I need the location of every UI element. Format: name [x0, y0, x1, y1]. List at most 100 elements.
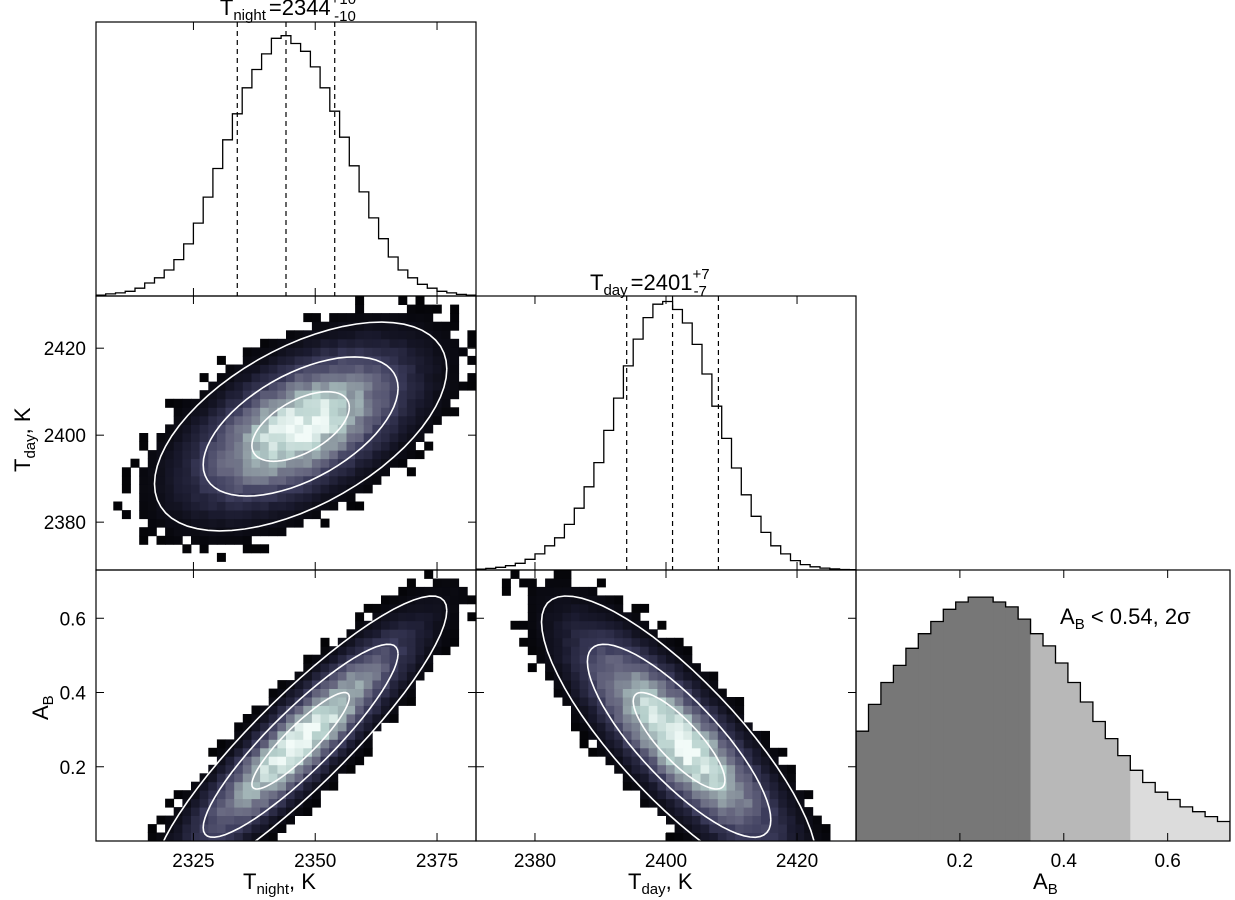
density-cell	[225, 492, 235, 502]
density-cell	[346, 450, 356, 460]
density-cell	[389, 407, 399, 417]
density-cell	[225, 815, 235, 825]
density-cell	[674, 807, 684, 816]
density-cell	[277, 407, 287, 417]
density-cell	[389, 595, 399, 605]
density-cell	[424, 338, 434, 348]
density-cell	[527, 578, 537, 588]
density-cell	[355, 450, 365, 460]
density-cell	[311, 705, 321, 715]
density-cell	[355, 620, 365, 630]
density-cell	[277, 739, 287, 749]
density-cell	[320, 390, 330, 400]
density-cell	[571, 722, 580, 732]
density-cell	[571, 680, 580, 689]
density-cell	[735, 798, 745, 808]
density-cell	[657, 722, 667, 732]
density-cell	[700, 722, 710, 732]
density-cell	[717, 807, 727, 816]
density-cell	[286, 398, 295, 408]
density-cell	[242, 764, 252, 774]
density-cell	[450, 364, 460, 374]
density-cell	[640, 764, 650, 774]
tnight-title-eq: =	[269, 0, 282, 20]
density-cell	[294, 671, 304, 681]
density-cell	[406, 467, 416, 477]
density-cell	[406, 450, 416, 460]
density-cell	[812, 815, 822, 825]
density-cell	[225, 433, 235, 442]
density-cell	[398, 338, 408, 348]
density-cell	[363, 390, 373, 400]
density-cell	[683, 663, 693, 673]
density-cell	[355, 467, 365, 477]
density-cell	[666, 722, 675, 732]
density-cell	[398, 407, 408, 417]
density-cell	[329, 773, 339, 783]
density-cell	[752, 781, 762, 791]
density-cell	[251, 527, 261, 537]
density-cell	[337, 433, 347, 442]
density-cell	[216, 518, 226, 528]
density-cell	[329, 705, 339, 715]
density-cell	[251, 714, 261, 723]
density-cell	[406, 671, 416, 681]
density-cell	[208, 798, 218, 808]
density-cell	[191, 832, 200, 841]
density-cell	[320, 730, 330, 740]
density-cell	[139, 484, 149, 494]
density-cell	[467, 612, 476, 622]
density-cell	[277, 458, 287, 468]
density-cell	[372, 714, 382, 723]
density-cell	[268, 807, 278, 816]
density-cell	[311, 330, 321, 340]
density-cell	[337, 680, 347, 689]
density-cell	[666, 697, 675, 706]
density-cell	[363, 697, 373, 706]
density-cell	[372, 705, 382, 715]
density-cell	[242, 364, 252, 374]
density-cell	[683, 730, 693, 740]
density-cell	[683, 773, 693, 783]
density-cell	[458, 586, 468, 596]
density-cell	[251, 415, 261, 425]
density-cell	[337, 313, 347, 323]
density-cell	[510, 620, 520, 630]
density-cell	[191, 518, 200, 528]
density-cell	[199, 807, 209, 816]
density-cell	[130, 458, 140, 468]
density-cell	[251, 492, 261, 502]
density-cell	[622, 680, 632, 689]
density-cell	[363, 680, 373, 689]
density-cell	[415, 433, 425, 442]
density-cell	[363, 637, 373, 647]
panel-tday-marginal: Tday =2401+7 -7	[475, 266, 857, 571]
density-cell	[415, 646, 425, 656]
density-cell	[303, 705, 313, 715]
density-cell	[432, 578, 442, 588]
density-cell	[812, 832, 822, 841]
density-cell	[234, 407, 244, 417]
density-cell	[346, 697, 356, 706]
density-cell	[614, 705, 624, 715]
density-cell	[234, 492, 244, 502]
density-cell	[769, 773, 779, 783]
density-cell	[415, 364, 425, 374]
density-cell	[182, 407, 192, 417]
density-cell	[268, 381, 278, 391]
density-cell	[191, 535, 200, 545]
density-cell	[372, 475, 382, 485]
density-cell	[735, 722, 745, 732]
density-cell	[199, 415, 209, 425]
density-cell	[251, 518, 261, 528]
density-cell	[346, 407, 356, 417]
density-cell	[173, 450, 183, 460]
density-cell	[294, 441, 304, 451]
ab-bar-3	[893, 665, 907, 841]
density-cell	[346, 415, 356, 425]
density-cell	[277, 781, 287, 791]
density-cell	[709, 671, 719, 681]
density-cell	[337, 407, 347, 417]
density-cell	[277, 688, 287, 698]
density-cell	[329, 398, 339, 408]
